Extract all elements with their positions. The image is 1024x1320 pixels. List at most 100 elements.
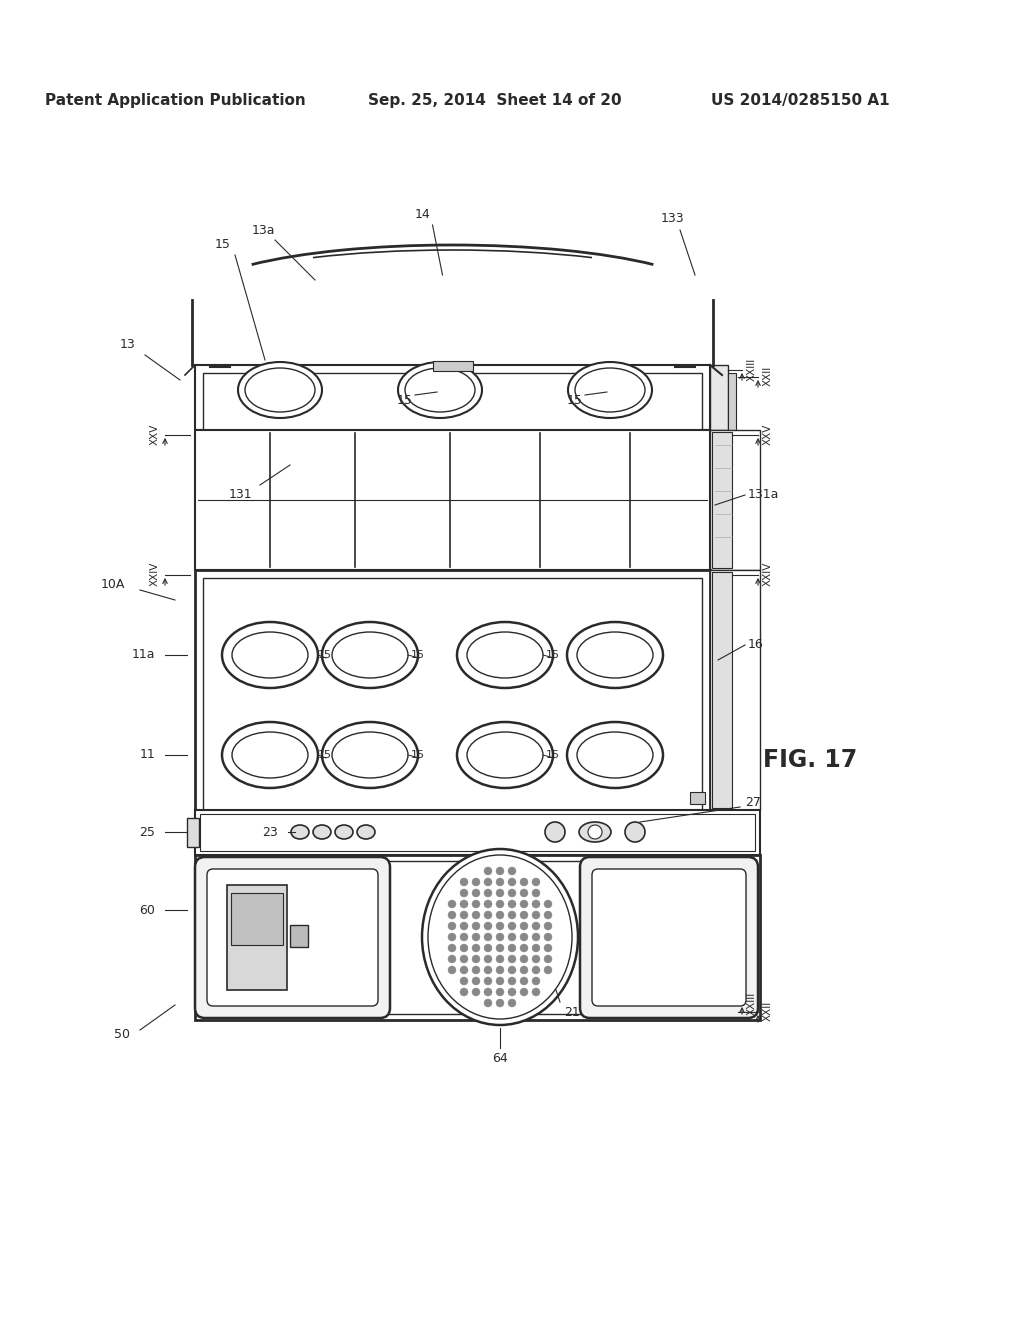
Text: 14: 14: [415, 209, 430, 222]
Ellipse shape: [460, 911, 468, 919]
Text: 15: 15: [411, 750, 425, 760]
Ellipse shape: [484, 954, 492, 964]
Ellipse shape: [568, 362, 652, 418]
Ellipse shape: [496, 867, 504, 875]
Ellipse shape: [472, 933, 480, 941]
Text: 15: 15: [546, 750, 560, 760]
Ellipse shape: [508, 966, 516, 974]
Bar: [728, 374, 736, 430]
Text: 15: 15: [215, 239, 231, 252]
Ellipse shape: [449, 933, 456, 941]
Ellipse shape: [567, 622, 663, 688]
Text: 25: 25: [139, 825, 155, 838]
Ellipse shape: [532, 944, 540, 952]
Ellipse shape: [313, 825, 331, 840]
Text: 50: 50: [114, 1028, 130, 1041]
Ellipse shape: [449, 911, 456, 919]
Ellipse shape: [460, 987, 468, 997]
Text: 11: 11: [139, 748, 155, 762]
Ellipse shape: [520, 878, 528, 886]
Text: 15: 15: [397, 393, 413, 407]
Ellipse shape: [484, 999, 492, 1007]
Ellipse shape: [520, 900, 528, 908]
Ellipse shape: [460, 933, 468, 941]
Bar: [203, 374, 702, 430]
Ellipse shape: [232, 632, 308, 678]
Text: XXIII: XXIII: [746, 991, 757, 1015]
Ellipse shape: [508, 888, 516, 898]
Bar: [712, 432, 732, 568]
Ellipse shape: [508, 911, 516, 919]
Text: 60: 60: [139, 903, 155, 916]
FancyBboxPatch shape: [195, 857, 390, 1018]
Bar: [710, 430, 760, 570]
Ellipse shape: [496, 966, 504, 974]
Text: 133: 133: [660, 211, 684, 224]
Ellipse shape: [449, 921, 456, 931]
Text: 15: 15: [318, 649, 332, 660]
Ellipse shape: [496, 900, 504, 908]
Ellipse shape: [460, 921, 468, 931]
Ellipse shape: [588, 825, 602, 840]
Ellipse shape: [508, 900, 516, 908]
Ellipse shape: [544, 900, 552, 908]
Ellipse shape: [460, 966, 468, 974]
Ellipse shape: [545, 822, 565, 842]
Text: 13: 13: [119, 338, 135, 351]
Ellipse shape: [496, 944, 504, 952]
Ellipse shape: [508, 954, 516, 964]
Ellipse shape: [520, 911, 528, 919]
Bar: [710, 570, 760, 810]
Ellipse shape: [520, 954, 528, 964]
Text: 21: 21: [564, 1006, 580, 1019]
Ellipse shape: [460, 900, 468, 908]
Text: XXV: XXV: [763, 424, 773, 445]
Ellipse shape: [520, 933, 528, 941]
Ellipse shape: [508, 878, 516, 886]
Ellipse shape: [508, 867, 516, 875]
Ellipse shape: [532, 900, 540, 908]
Bar: [710, 366, 728, 430]
Text: 15: 15: [546, 649, 560, 660]
Text: 13a: 13a: [251, 223, 274, 236]
Text: 131a: 131a: [748, 488, 779, 502]
Text: 15: 15: [411, 649, 425, 660]
Bar: [195, 810, 760, 855]
Text: XXIII: XXIII: [746, 358, 757, 380]
Ellipse shape: [472, 954, 480, 964]
Ellipse shape: [496, 977, 504, 985]
Text: 15: 15: [318, 750, 332, 760]
Ellipse shape: [496, 888, 504, 898]
Ellipse shape: [222, 722, 318, 788]
Bar: [195, 855, 760, 1020]
Ellipse shape: [472, 888, 480, 898]
Ellipse shape: [496, 954, 504, 964]
Ellipse shape: [484, 888, 492, 898]
Ellipse shape: [460, 977, 468, 985]
Ellipse shape: [472, 977, 480, 985]
Text: Patent Application Publication: Patent Application Publication: [45, 92, 305, 107]
Ellipse shape: [484, 900, 492, 908]
Ellipse shape: [460, 944, 468, 952]
Ellipse shape: [232, 733, 308, 777]
Ellipse shape: [508, 999, 516, 1007]
Bar: [203, 578, 702, 810]
Ellipse shape: [508, 977, 516, 985]
Text: XXIV: XXIV: [763, 562, 773, 586]
Ellipse shape: [449, 900, 456, 908]
Text: 23: 23: [262, 825, 278, 838]
Text: Sep. 25, 2014  Sheet 14 of 20: Sep. 25, 2014 Sheet 14 of 20: [369, 92, 622, 107]
Ellipse shape: [532, 878, 540, 886]
Ellipse shape: [484, 921, 492, 931]
Ellipse shape: [398, 362, 482, 418]
Ellipse shape: [484, 987, 492, 997]
Ellipse shape: [472, 987, 480, 997]
Text: 131: 131: [228, 488, 252, 502]
Bar: [712, 572, 732, 808]
Ellipse shape: [520, 944, 528, 952]
Ellipse shape: [544, 954, 552, 964]
Bar: [690, 792, 705, 804]
Ellipse shape: [484, 911, 492, 919]
Ellipse shape: [460, 954, 468, 964]
Bar: [187, 818, 199, 847]
